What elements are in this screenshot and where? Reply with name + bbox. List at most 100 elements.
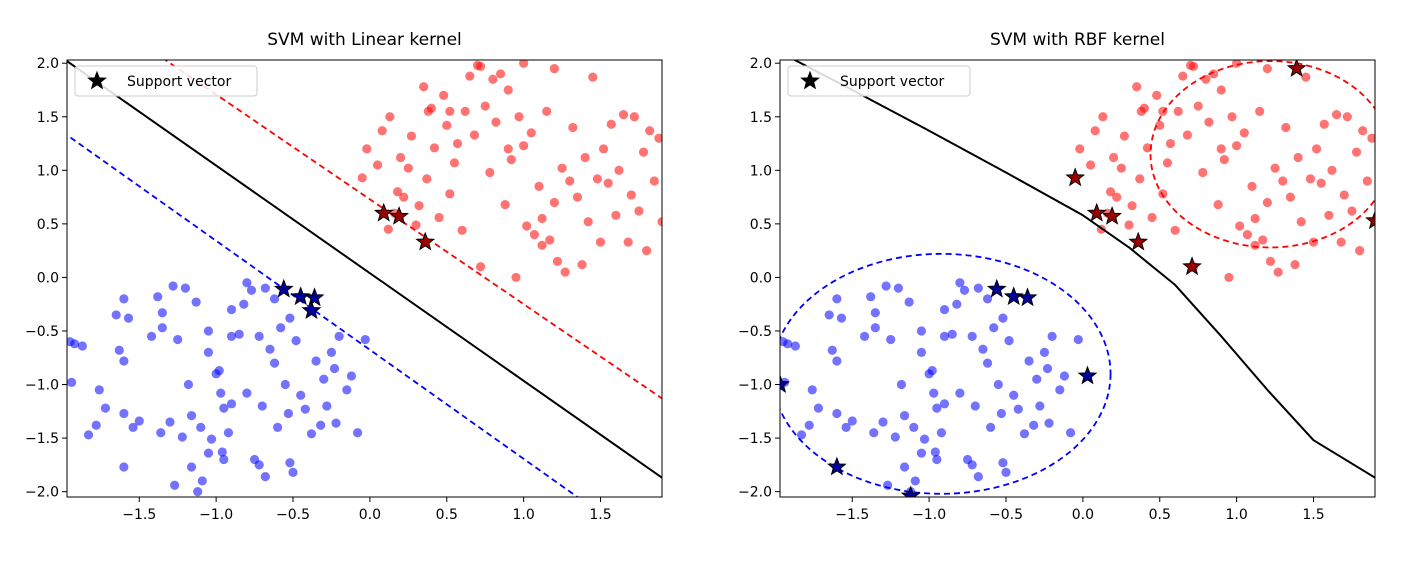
- y-tick-label: 0.0: [37, 270, 59, 286]
- positive-data-point: [1127, 201, 1137, 211]
- positive-data-point: [1336, 237, 1346, 247]
- x-tick-label: 0.5: [436, 507, 458, 523]
- positive-data-point: [529, 229, 539, 240]
- support-vector-marker: [1003, 286, 1024, 306]
- positive-data-point: [469, 130, 480, 140]
- x-tick-label: 1.5: [1302, 507, 1324, 523]
- negative-data-point: [342, 385, 352, 395]
- negative-data-point: [214, 366, 224, 376]
- positive-data-point: [1119, 131, 1129, 141]
- positive-data-point: [500, 199, 510, 210]
- negative-data-point: [783, 339, 793, 349]
- plot-title: SVM with Linear kernel: [267, 30, 462, 50]
- positive-data-point: [1285, 192, 1296, 202]
- legend-star-icon: [87, 70, 107, 90]
- positive-data-point: [511, 272, 521, 283]
- negative-data-point: [1042, 363, 1053, 374]
- positive-data-point: [1305, 174, 1316, 184]
- positive-data-point: [1242, 229, 1252, 240]
- negative-data-point: [346, 371, 357, 381]
- positive-data-point: [645, 126, 655, 136]
- negative-data-point: [193, 487, 203, 497]
- decision-boundary: [67, 60, 662, 479]
- negative-data-point: [1039, 347, 1050, 358]
- negative-data-point: [832, 408, 842, 419]
- negative-data-point: [254, 460, 264, 470]
- positive-data-point: [1132, 82, 1142, 92]
- negative-data-point: [306, 429, 317, 439]
- x-axis: −1.5 −1.0 −0.5 0.0 0.5 1.0 1.5: [122, 497, 612, 523]
- positive-data-point: [1358, 126, 1368, 136]
- negative-data-point: [217, 447, 227, 457]
- negative-data-point: [67, 377, 77, 387]
- positive-data-point: [638, 147, 649, 157]
- y-tick-label: −0.5: [738, 324, 772, 340]
- positive-data-point: [385, 112, 395, 122]
- positive-data-point: [480, 101, 490, 111]
- negative-data-point: [191, 297, 201, 307]
- positive-data-point: [362, 144, 372, 154]
- negative-data-point: [899, 462, 910, 472]
- negative-data-point: [973, 283, 983, 293]
- positive-data-point: [1239, 128, 1249, 138]
- negative-data-point: [978, 344, 988, 354]
- negative-data-point: [930, 447, 940, 457]
- axes-frame: [66, 59, 663, 498]
- legend: Support vector: [74, 65, 258, 97]
- y-tick-label: 1.5: [37, 110, 59, 126]
- negative-data-point: [1013, 404, 1023, 414]
- legend: Support vector: [787, 65, 971, 97]
- negative-data-point: [881, 281, 891, 291]
- negative-data-point: [296, 390, 306, 400]
- negative-data-point: [890, 432, 900, 442]
- positive-data-point: [1258, 235, 1268, 245]
- positive-data-point: [642, 246, 652, 256]
- positive-data-point: [1250, 240, 1260, 250]
- positive-data-point: [1255, 106, 1265, 117]
- positive-data-point: [449, 158, 460, 168]
- negative-data-point: [847, 416, 857, 426]
- positive-data-point: [634, 206, 644, 216]
- positive-data-point: [572, 192, 583, 202]
- y-tick-label: 2.0: [37, 56, 59, 72]
- negative-data-point: [206, 434, 217, 444]
- positive-data-point: [399, 192, 409, 202]
- negative-data-point: [128, 422, 138, 432]
- negative-data-point: [836, 313, 847, 323]
- negative-data-point: [322, 401, 332, 411]
- negative-data-point: [254, 331, 264, 341]
- negative-data-point: [986, 422, 996, 432]
- negative-data-point: [904, 297, 914, 307]
- positive-data-point: [465, 71, 475, 81]
- negative-data-point: [910, 476, 920, 486]
- negative-data-point: [246, 285, 257, 295]
- positive-data-point: [1147, 212, 1157, 223]
- positive-data-point: [383, 224, 393, 234]
- negative-data-point: [226, 399, 237, 409]
- decision-boundary: [792, 60, 1375, 479]
- positive-data-point: [1105, 187, 1116, 197]
- negative-data-point: [94, 385, 104, 395]
- positive-data-point: [495, 69, 506, 79]
- x-tick-label: −1.0: [912, 507, 946, 523]
- positive-data-point: [649, 176, 659, 186]
- negative-data-point: [1065, 428, 1076, 438]
- positive-data-point: [549, 197, 559, 208]
- negative-data-point: [153, 292, 163, 302]
- y-tick-label: 1.0: [750, 163, 772, 179]
- negative-data-point: [993, 379, 1003, 390]
- positive-data-point: [429, 143, 440, 153]
- negative-data-point: [1055, 385, 1065, 395]
- negative-data-point: [1044, 418, 1054, 428]
- negative-data-point: [952, 299, 962, 309]
- x-tick-label: −1.0: [199, 507, 233, 523]
- negative-data-point: [157, 308, 167, 318]
- negative-data-point: [173, 334, 183, 345]
- negative-data-point: [283, 408, 293, 419]
- x-tick-label: 1.0: [1225, 507, 1247, 523]
- negative-data-point: [111, 310, 121, 320]
- negative-data-point: [311, 356, 321, 366]
- positive-data-point: [549, 63, 559, 74]
- positive-data-point: [1347, 206, 1357, 216]
